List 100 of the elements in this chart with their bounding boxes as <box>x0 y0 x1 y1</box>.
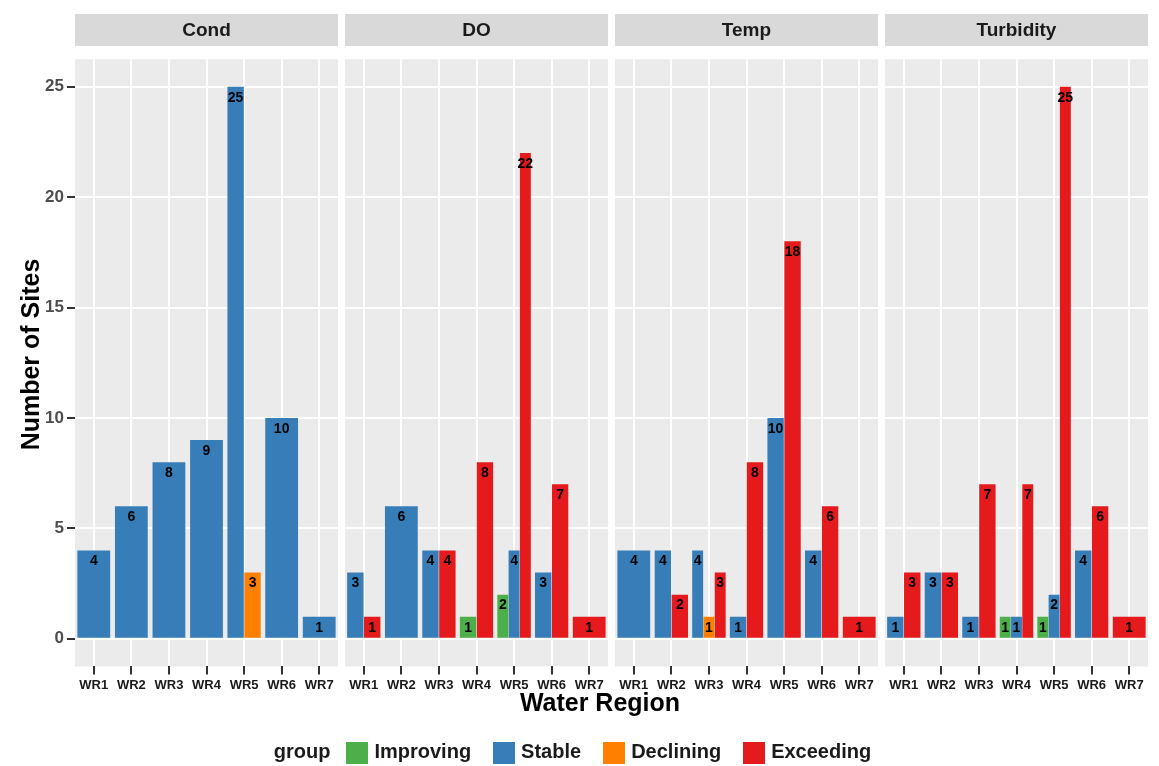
data-label: 2 <box>1050 596 1059 613</box>
bar <box>767 418 784 638</box>
data-label: 9 <box>202 441 211 458</box>
y-tick-label: 5 <box>54 518 64 538</box>
bar <box>534 572 552 638</box>
data-label: 3 <box>716 574 725 591</box>
x-tick-label: WR5 <box>1039 676 1069 692</box>
data-label: 2 <box>498 596 507 613</box>
bar <box>904 572 921 638</box>
data-label: 4 <box>629 552 638 569</box>
data-label: 3 <box>945 574 954 591</box>
legend-label: Declining <box>630 740 722 764</box>
data-label: 3 <box>929 574 938 591</box>
data-label: 1 <box>855 618 864 635</box>
y-tick-label: 0 <box>54 628 64 648</box>
data-label: 4 <box>1079 552 1088 569</box>
x-tick-label: WR6 <box>267 676 297 692</box>
chart-title: Cond <box>75 14 338 46</box>
data-label: 3 <box>248 574 257 591</box>
data-label: 7 <box>1023 486 1032 503</box>
x-tick-label: WR3 <box>154 676 184 692</box>
data-label: 1 <box>464 618 473 635</box>
x-tick-label: WR3 <box>694 676 724 692</box>
data-label: 3 <box>351 574 360 591</box>
x-tick-label: WR7 <box>1114 676 1144 692</box>
data-label: 2 <box>675 596 684 613</box>
legend-label: Exceeding <box>770 740 872 764</box>
bar <box>1074 550 1092 638</box>
bar <box>347 572 364 638</box>
bar <box>77 550 111 638</box>
data-label: 6 <box>397 508 406 525</box>
data-label: 1 <box>1125 618 1134 635</box>
x-tick-label: WR3 <box>964 676 994 692</box>
y-tick-label: 25 <box>45 76 64 96</box>
data-label: 1 <box>705 618 714 635</box>
data-label: 4 <box>443 552 452 569</box>
x-tick-label: WR1 <box>79 676 109 692</box>
data-label: 7 <box>556 486 565 503</box>
bar <box>476 462 494 638</box>
bar <box>439 550 456 638</box>
data-label: 6 <box>127 508 136 525</box>
bar <box>941 572 959 638</box>
data-label: 1 <box>1001 618 1010 635</box>
bar <box>302 616 336 638</box>
data-label: 1 <box>734 618 743 635</box>
bar <box>190 440 223 638</box>
data-label: 4 <box>809 552 818 569</box>
data-label: 8 <box>165 464 174 481</box>
data-label: 3 <box>539 574 548 591</box>
x-tick-label: WR4 <box>462 676 492 692</box>
x-tick-label: WR2 <box>926 676 956 692</box>
x-tick-label: WR5 <box>769 676 799 692</box>
y-tick-label: 10 <box>45 407 64 427</box>
x-tick-label: WR4 <box>732 676 762 692</box>
chart-title: Turbidity <box>885 14 1148 46</box>
data-label: 8 <box>751 464 760 481</box>
bar <box>979 484 996 638</box>
bar <box>746 462 764 638</box>
bar <box>422 550 439 638</box>
data-label: 4 <box>659 552 668 569</box>
bar <box>784 241 801 638</box>
bar <box>152 462 186 638</box>
x-tick-label: WR7 <box>304 676 334 692</box>
data-label: 1 <box>891 618 900 635</box>
bar <box>804 550 822 638</box>
data-label: 10 <box>767 419 784 436</box>
legend-label: Stable <box>520 740 582 764</box>
data-label: 3 <box>908 574 917 591</box>
data-label: 1 <box>1038 618 1047 635</box>
x-tick-label: WR6 <box>807 676 837 692</box>
data-label: 7 <box>983 486 992 503</box>
x-tick-label: WR3 <box>424 676 454 692</box>
data-label: 6 <box>826 508 835 525</box>
data-label: 4 <box>89 552 98 569</box>
bar <box>1091 506 1109 638</box>
bar <box>114 506 148 638</box>
data-label: 1 <box>1012 618 1021 635</box>
x-tick-label: WR2 <box>116 676 146 692</box>
data-label: 1 <box>585 618 594 635</box>
bar <box>887 616 904 638</box>
legend-label: Improving <box>373 740 472 764</box>
x-tick-label: WR2 <box>386 676 416 692</box>
chart-title: Temp <box>615 14 878 46</box>
data-label: 25 <box>227 88 244 105</box>
data-label: 1 <box>966 618 975 635</box>
data-label: 4 <box>426 552 435 569</box>
x-tick-label: WR1 <box>349 676 379 692</box>
x-tick-label: WR7 <box>844 676 874 692</box>
data-label: 1 <box>315 618 324 635</box>
data-label: 4 <box>510 552 519 569</box>
y-axis-title: Number of Sites <box>15 257 45 453</box>
y-tick-label: 20 <box>45 186 64 206</box>
y-tick-label: 15 <box>45 297 64 317</box>
bar <box>244 572 261 638</box>
data-label: 4 <box>693 552 702 569</box>
chart-title: DO <box>345 14 608 46</box>
x-tick-label: WR1 <box>889 676 919 692</box>
x-tick-label: WR4 <box>192 676 222 692</box>
bar <box>924 572 942 638</box>
bar <box>265 418 299 638</box>
